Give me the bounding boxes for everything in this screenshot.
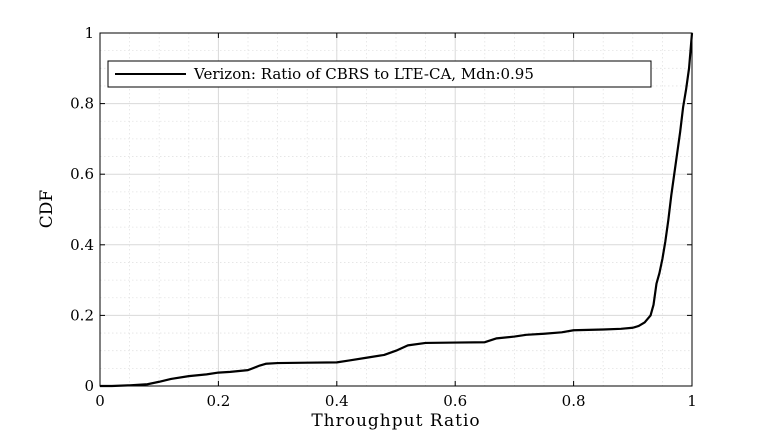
grid (100, 33, 692, 386)
series-layer (100, 32, 694, 388)
legend-label: Verizon: Ratio of CBRS to LTE-CA, Mdn:0.… (193, 65, 534, 83)
y-tick-label: 0.2 (70, 306, 94, 324)
legend: Verizon: Ratio of CBRS to LTE-CA, Mdn:0.… (107, 60, 652, 88)
x-tick-label: 0.8 (562, 392, 586, 410)
x-tick-label: 0 (95, 392, 105, 410)
plot-frame (99, 32, 693, 387)
series-line (100, 32, 694, 388)
x-axis-label: Throughput Ratio (311, 411, 480, 431)
y-tick-label: 0.4 (70, 236, 94, 254)
y-tick-label: 0.8 (70, 95, 94, 113)
x-tick-label: 1 (687, 392, 697, 410)
legend-box (107, 60, 652, 88)
x-tick-label: 0.2 (206, 392, 230, 410)
y-tick-label: 0 (84, 377, 94, 395)
y-tick-label: 0.6 (70, 165, 94, 183)
x-tick-label: 0.4 (325, 392, 349, 410)
x-tick-label: 0.6 (443, 392, 467, 410)
y-axis-label: CDF (37, 190, 57, 229)
y-tick-label: 1 (84, 24, 94, 42)
ticks: 0 0.2 0.4 0.6 0.8 1 0 0.2 0.4 0.6 0.8 1 (70, 24, 697, 410)
